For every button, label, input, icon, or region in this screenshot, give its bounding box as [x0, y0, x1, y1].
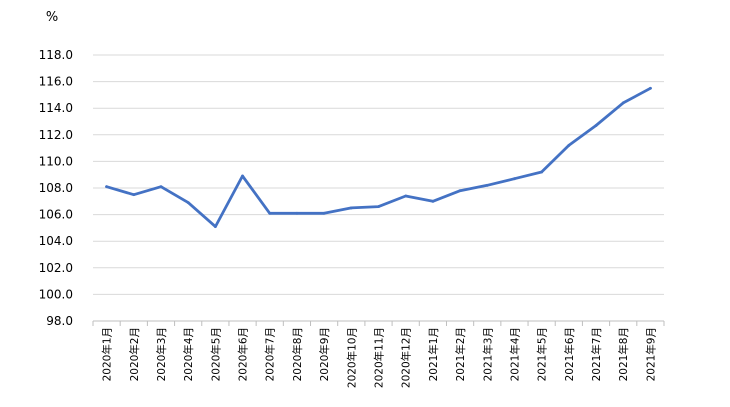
data-point — [540, 170, 544, 174]
x-tick-label: 2020年2月 — [128, 327, 141, 381]
y-tick-label: 104.0 — [39, 234, 73, 248]
x-tick-label: 2021年9月 — [644, 327, 657, 381]
x-tick-label: 2020年1月 — [101, 327, 114, 381]
x-tick-label: 2020年12月 — [400, 327, 413, 388]
x-tick-label: 2021年6月 — [563, 327, 576, 381]
data-point — [159, 185, 163, 189]
data-point — [485, 183, 489, 187]
data-point — [404, 194, 408, 198]
x-tick-label: 2021年1月 — [427, 327, 440, 381]
y-tick-label: 118.0 — [39, 48, 73, 62]
y-tick-label: 114.0 — [39, 101, 73, 115]
x-tick-label: 2020年7月 — [264, 327, 277, 381]
data-point — [295, 211, 299, 215]
data-point — [621, 101, 625, 105]
x-tick-label: 2020年6月 — [237, 327, 250, 381]
data-point — [268, 211, 272, 215]
data-point — [594, 124, 598, 127]
y-tick-label: 108.0 — [39, 181, 73, 195]
x-tick-label: 2021年8月 — [617, 327, 630, 381]
y-tick-label: 110.0 — [39, 154, 73, 168]
data-point — [105, 185, 108, 189]
x-tick-label: 2021年4月 — [508, 327, 521, 381]
data-point — [186, 201, 190, 205]
x-tick-label: 2020年5月 — [209, 327, 222, 381]
y-tick-label: 116.0 — [39, 75, 73, 89]
x-tick-label: 2020年9月 — [318, 327, 331, 381]
data-point — [241, 174, 244, 178]
y-tick-label: 100.0 — [39, 287, 73, 301]
x-tick-label: 2020年8月 — [291, 327, 304, 381]
data-point — [649, 86, 652, 90]
data-point — [132, 193, 136, 197]
data-point — [431, 199, 435, 203]
unit-label: % — [46, 10, 58, 25]
x-tick-label: 2020年10月 — [345, 327, 358, 388]
x-tick-label: 2020年11月 — [373, 327, 386, 388]
x-tick-label: 2021年5月 — [536, 327, 549, 381]
data-point — [349, 206, 353, 210]
y-tick-label: 102.0 — [39, 261, 73, 275]
data-point — [322, 211, 326, 215]
y-tick-label: 106.0 — [39, 208, 73, 222]
series-layer — [105, 86, 652, 229]
x-tick-label: 2020年3月 — [155, 327, 168, 381]
y-tick-label: 112.0 — [39, 128, 73, 142]
x-axis — [92, 320, 665, 326]
data-point — [458, 189, 462, 193]
x-tick-label: 2021年3月 — [481, 327, 494, 381]
gridlines — [93, 54, 664, 295]
y-tick-label: 98.0 — [46, 314, 73, 328]
data-point — [567, 144, 571, 147]
x-tick-label: 2021年7月 — [590, 327, 603, 381]
x-tick-label: 2020年4月 — [182, 327, 195, 381]
y-axis-tick-labels: 98.0 100.0 102.0 104.0 106.0 108.0 110.0 112.0 1… — [39, 48, 73, 328]
x-tick-label: 2021年2月 — [454, 327, 467, 381]
data-point — [377, 205, 380, 209]
x-axis-tick-labels: 2020年1月 2020年2月 2020年3月 2020年4月 2020年5月 2020年… — [101, 327, 658, 388]
data-point — [213, 225, 217, 228]
data-point — [513, 177, 516, 181]
